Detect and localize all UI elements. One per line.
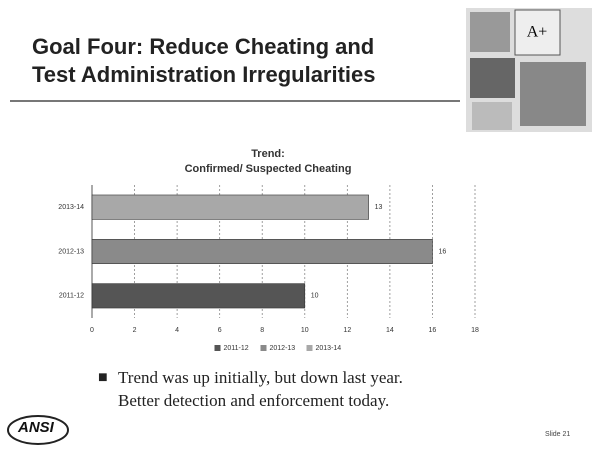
x-tick-label: 4	[175, 327, 179, 334]
legend-label: 2012-13	[270, 345, 296, 352]
y-tick-label: 2011-12	[59, 293, 84, 300]
chart: Trend: Confirmed/ Suspected Cheating 0 2 4…	[58, 148, 479, 352]
bar	[91, 283, 306, 309]
legend-swatch	[260, 345, 267, 351]
data-label: 10	[311, 293, 319, 300]
data-label: 13	[375, 204, 383, 211]
bullet-marker: ■	[98, 369, 108, 386]
logo: ANSI	[17, 419, 55, 436]
slide-title: Goal Four: Reduce Cheating and	[32, 34, 374, 59]
x-tick-label: 2	[133, 327, 137, 334]
chart-title: Confirmed/ Suspected Cheating	[185, 163, 352, 175]
x-tick-label: 18	[471, 327, 479, 334]
chart-title: Trend:	[251, 148, 285, 160]
legend-label: 2011-12	[224, 345, 249, 352]
y-tick-label: 2013-14	[58, 204, 84, 211]
bar	[91, 239, 433, 264]
svg-text:A+: A+	[527, 24, 548, 41]
y-tick-label: 2012-13	[58, 248, 84, 255]
slide-title: Test Administration Irregularities	[32, 62, 376, 87]
bullet-text: Trend was up initially, but down last ye…	[118, 368, 403, 387]
x-tick-label: 10	[301, 327, 309, 334]
legend-swatch	[214, 345, 221, 351]
x-tick-label: 0	[90, 327, 94, 334]
x-tick-label: 8	[260, 327, 264, 334]
logo-ring	[7, 415, 69, 445]
legend-swatch	[306, 345, 313, 351]
bar	[91, 194, 369, 220]
bullet-text: Better detection and enforcement today.	[118, 391, 389, 410]
x-tick-label: 16	[429, 327, 437, 334]
x-tick-label: 12	[343, 327, 351, 334]
data-label: 16	[438, 248, 446, 255]
decorative-image: A+	[466, 8, 592, 132]
legend-label: 2013-14	[316, 345, 342, 352]
x-tick-label: 14	[386, 327, 394, 334]
slide-number: Slide 21	[545, 431, 570, 438]
x-tick-label: 6	[218, 327, 222, 334]
